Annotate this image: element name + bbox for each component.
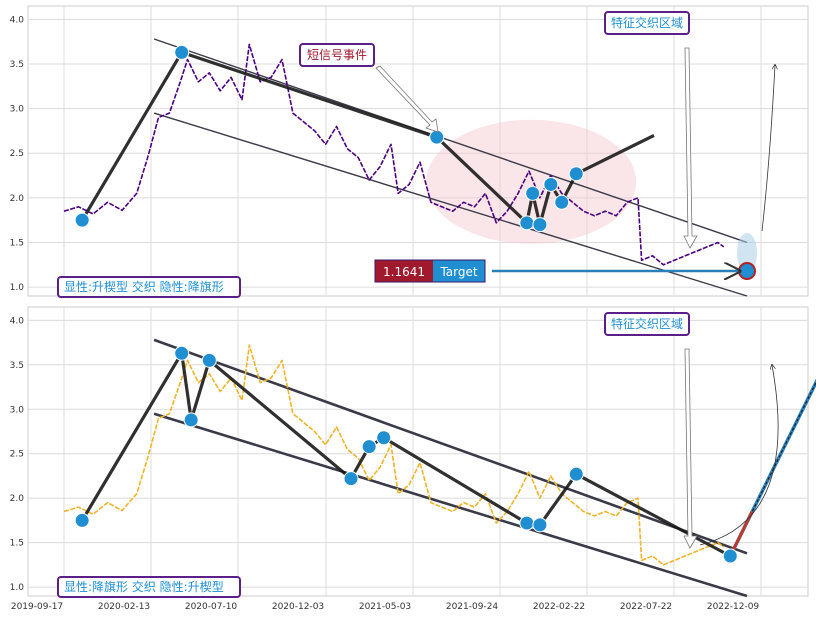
bottom-zone-box: [604, 312, 690, 336]
top-y-tick-label: 2.5: [10, 149, 24, 159]
x-tick-label: 2021-05-03: [359, 602, 411, 612]
x-tick-label: 2020-02-13: [98, 602, 150, 612]
top-panel: 1.0 1.5 2.0 2.5 3.0 3.5 4.0 1.1641 Target 特征交织区域短…: [10, 5, 809, 298]
top-y-tick-label: 1.0: [10, 283, 25, 293]
bottom-zone-label: 特征交织区域: [611, 316, 683, 331]
top-zone-box: [604, 11, 690, 35]
top-zigzag-point: [519, 215, 535, 231]
top-pattern-box: [57, 276, 241, 298]
bottom-y-tick-label: 2.0: [10, 494, 25, 504]
projection-red-segment: [728, 510, 754, 557]
event-box: [299, 43, 375, 67]
top-zone-arrow: [683, 47, 698, 249]
x-tick-label: 2022-07-22: [620, 602, 672, 612]
bottom-zigzag-point: [343, 471, 359, 487]
bottom-plot-frame: [27, 306, 809, 597]
top-zigzag-point: [429, 129, 445, 145]
bottom-y-tick-label: 4.0: [10, 316, 25, 326]
bottom-zigzag-point: [174, 345, 190, 361]
bottom-y-tick-label: 1.0: [10, 583, 25, 593]
bottom-pattern-label: 显性:降旗形 交织 隐性:升楔型: [64, 579, 224, 594]
top-zigzag-point: [174, 44, 190, 60]
projection-curved-arrow: [699, 365, 779, 546]
event-label: 短信号事件: [307, 48, 367, 62]
top-zigzag-point: [525, 185, 541, 201]
x-tick-label: 2022-02-22: [533, 602, 585, 612]
target-label-box: [433, 260, 485, 283]
top-zigzag-point: [568, 166, 584, 182]
bottom-zigzag-point: [722, 548, 738, 564]
bottom-zigzag-point: [532, 517, 548, 533]
bottom-y-tick-label: 3.5: [10, 361, 24, 371]
target-value-label: 1.1641: [383, 265, 425, 279]
target-glow: [737, 233, 758, 274]
top-channel-lower-line: [153, 112, 748, 297]
x-tick-label: 2019-09-17: [11, 602, 63, 612]
bottom-channel-upper-line: [153, 338, 748, 555]
top-zigzag-line: [80, 50, 655, 227]
x-tick-label: 2020-12-03: [272, 602, 324, 612]
top-y-tick-label: 3.5: [10, 60, 24, 70]
top-zigzag-point: [74, 212, 90, 228]
bottom-zigzag-point: [376, 430, 392, 446]
bottom-y-tick-label: 2.5: [10, 450, 24, 460]
top-y-tick-label: 1.5: [10, 238, 24, 248]
bottom-zigzag-point: [183, 412, 199, 428]
event-arrow: [375, 65, 439, 133]
top-zigzag-point: [532, 217, 548, 233]
top-plot-frame: [27, 5, 809, 297]
bottom-zigzag-point: [361, 439, 377, 455]
top-y-tick-label: 4.0: [10, 15, 25, 25]
bottom-zigzag-point: [519, 515, 535, 531]
bottom-price-line: [63, 344, 725, 566]
bottom-zigzag-point: [568, 466, 584, 482]
target-curved-arrow: [761, 65, 775, 232]
top-pattern-label: 显性:升楔型 交织 隐性:降旗形: [64, 279, 224, 294]
target-label-text: Target: [439, 265, 477, 279]
target-value-box: [375, 260, 433, 283]
bottom-zigzag-point: [201, 352, 217, 368]
bottom-pattern-box: [57, 576, 241, 598]
top-channel-upper-line: [153, 38, 748, 244]
x-tick-label: 2021-09-24: [446, 602, 499, 612]
bottom-zone-arrow: [683, 348, 698, 549]
bottom-y-tick-label: 1.5: [10, 539, 24, 549]
bottom-zigzag-point: [74, 512, 90, 528]
top-y-tick-label: 3.0: [10, 105, 25, 115]
top-price-line: [63, 43, 725, 266]
bottom-channel-lower-line: [153, 412, 748, 598]
top-zigzag-point: [543, 176, 559, 192]
target-box-border: [374, 259, 486, 283]
bottom-y-tick-label: 3.0: [10, 405, 25, 415]
target-point: [738, 262, 757, 281]
top-zone-label: 特征交织区域: [611, 15, 683, 30]
x-tick-label: 2020-07-10: [185, 602, 238, 612]
x-tick-label: 2022-12-09: [707, 602, 760, 612]
top-zigzag-point: [554, 194, 570, 210]
top-y-tick-label: 2.0: [10, 194, 25, 204]
